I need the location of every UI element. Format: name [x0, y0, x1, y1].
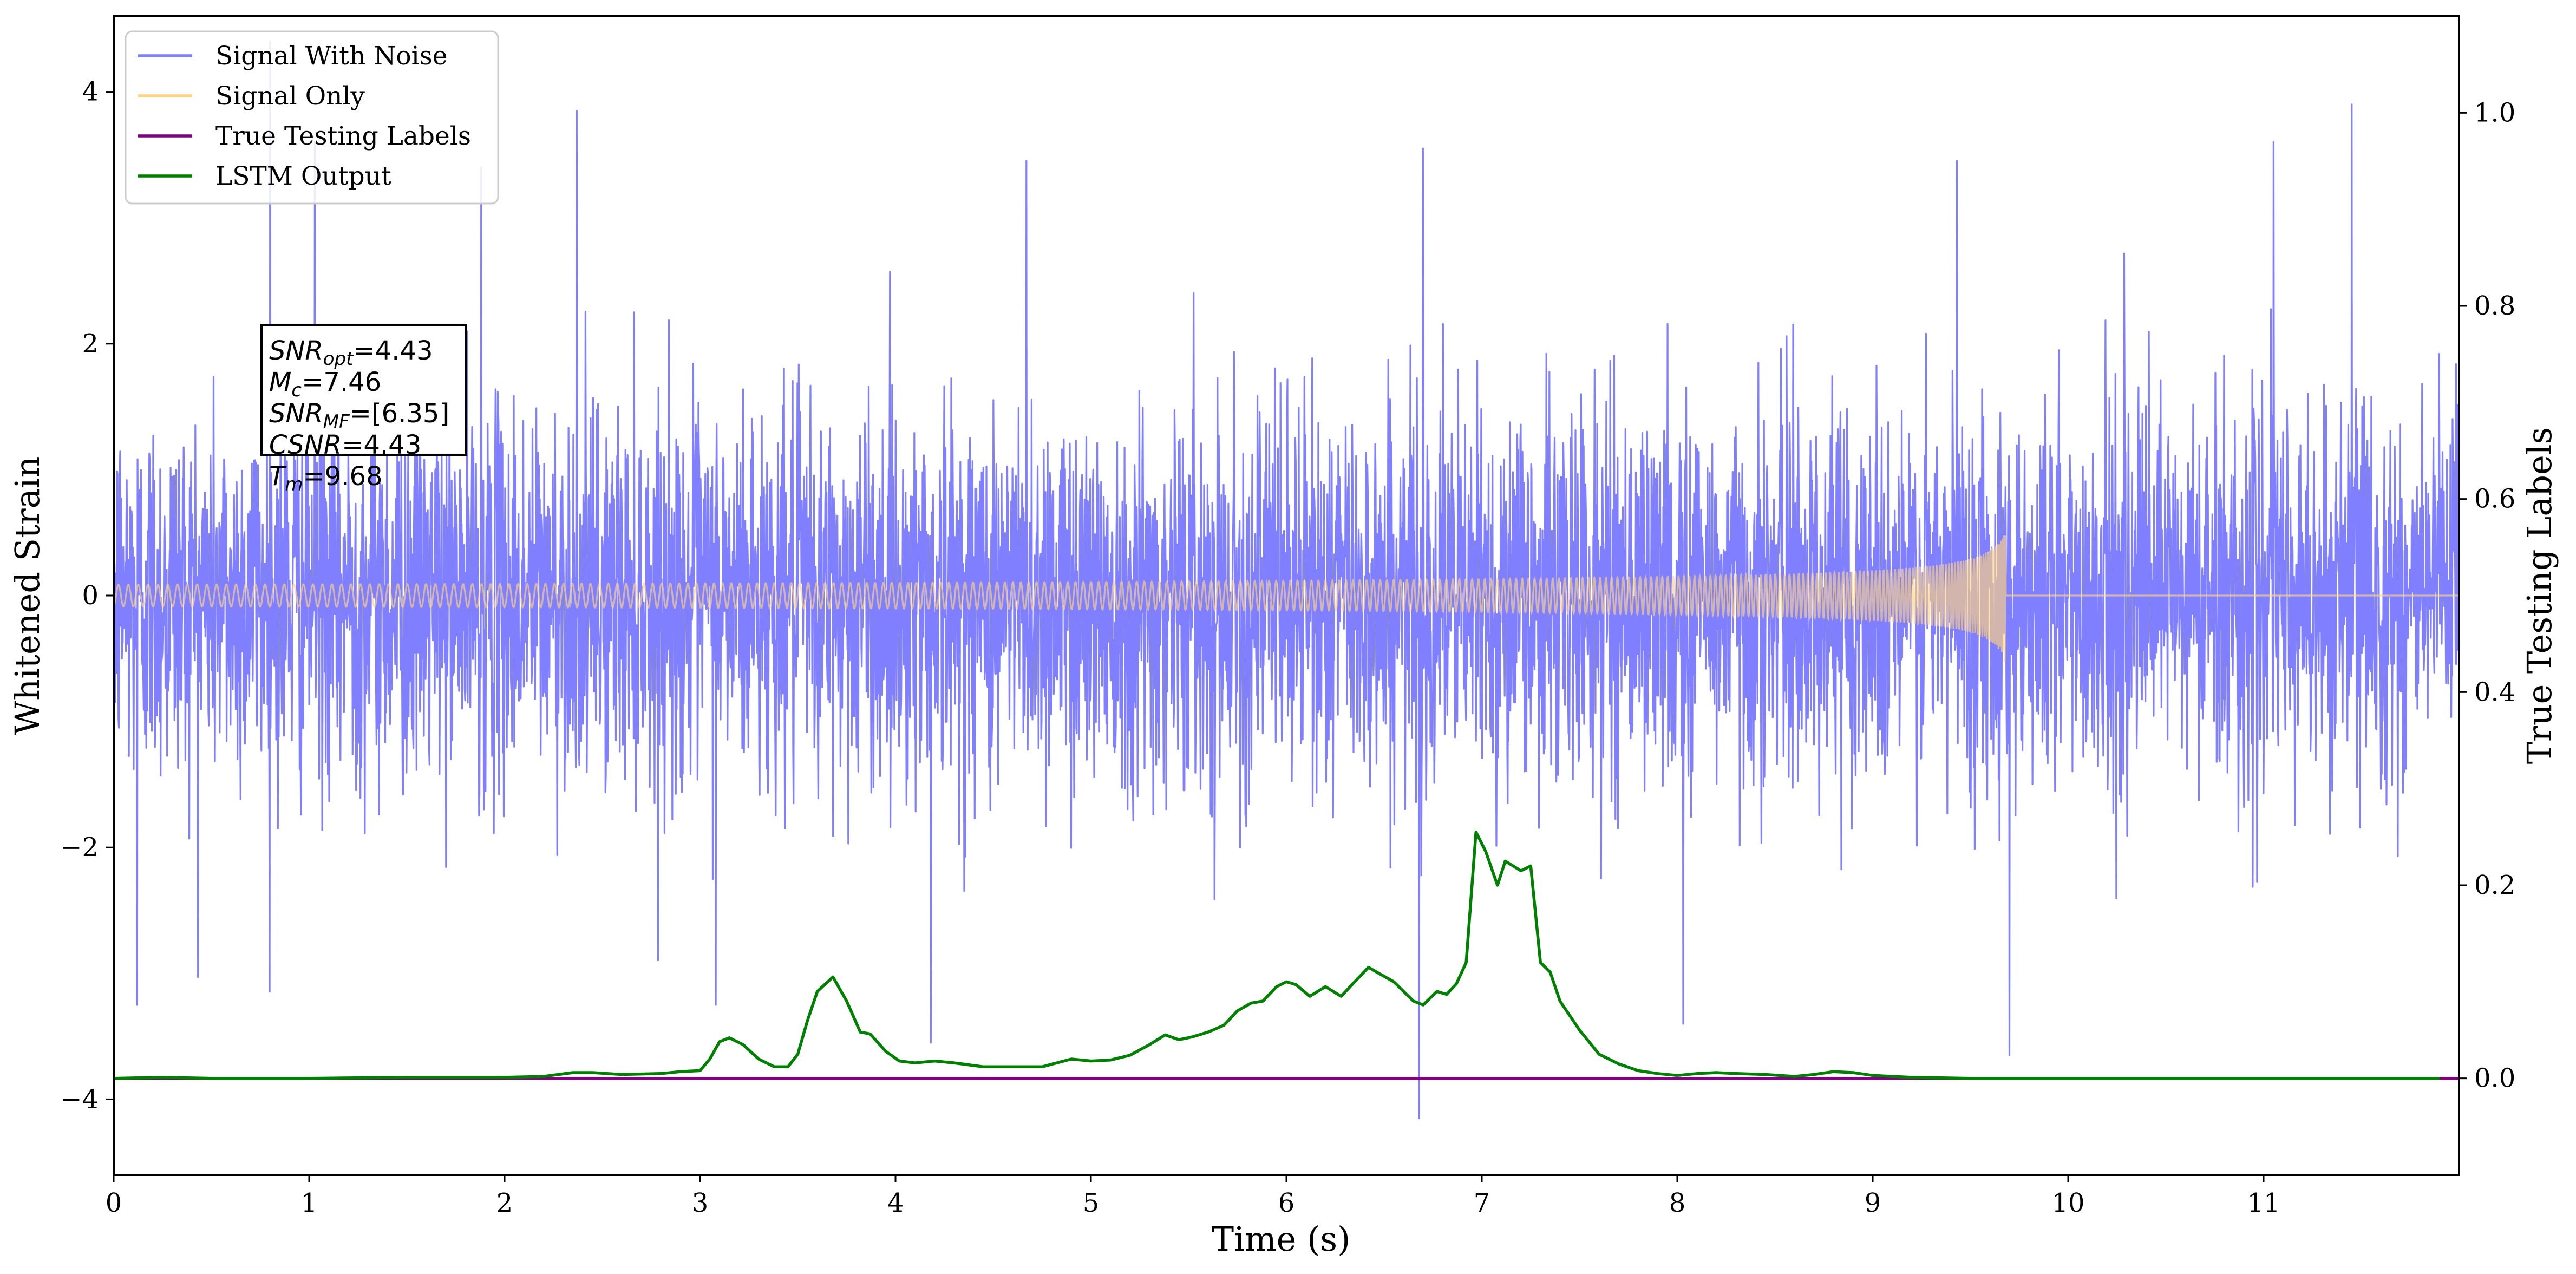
y-right-tick-label: 0.8 [2474, 291, 2515, 321]
series-line-signal-with-noise [114, 40, 2459, 1119]
y-axis-right-title: True Testing Labels [2520, 427, 2559, 765]
series-layer [114, 40, 2459, 1119]
annotation-line: Tm=9.68 [269, 461, 383, 495]
x-tick-label: 0 [106, 1188, 122, 1218]
x-tick-label: 2 [496, 1188, 513, 1218]
x-tick-label: 3 [692, 1188, 709, 1218]
y-right-tick-label: 1.0 [2474, 97, 2515, 128]
x-tick-label: 8 [1669, 1188, 1686, 1218]
legend-label: Signal With Noise [215, 41, 448, 71]
annotation-line: SNRopt=4.43 [269, 336, 433, 370]
x-tick-label: 9 [1865, 1188, 1881, 1218]
x-axis-title: Time (s) [1212, 1219, 1351, 1259]
annotation-line: CSNR=4.43 [269, 430, 421, 460]
y-left-tick-label: 2 [82, 329, 99, 359]
series-line-signal-only [114, 535, 2459, 662]
y-left-tick-label: −4 [60, 1084, 99, 1114]
x-tick-label: 7 [1474, 1188, 1490, 1218]
x-tick-label: 4 [887, 1188, 904, 1218]
x-tick-label: 5 [1083, 1188, 1100, 1218]
x-tick-label: 10 [2051, 1188, 2084, 1218]
y-axis-left-title: Whitened Strain [8, 456, 47, 735]
y-right-tick-label: 0.6 [2474, 484, 2515, 514]
x-axis: 0 1 2 3 4 5 6 7 8 9 10 11 [106, 1175, 2280, 1218]
y-left-tick-label: 0 [82, 580, 99, 611]
legend-label: LSTM Output [215, 161, 391, 191]
annotation-frame [260, 324, 467, 456]
annotation-line: SNRMF=[6.35] [269, 398, 449, 433]
y-left-tick-label: −2 [60, 832, 99, 863]
y-left-tick-label: 4 [82, 77, 99, 107]
y-right-tick-label: 0.2 [2474, 870, 2515, 900]
legend-label: True Testing Labels [215, 121, 471, 151]
legend: Signal With Noise Signal Only True Testing… [125, 30, 499, 205]
x-tick-label: 6 [1278, 1188, 1295, 1218]
annotation-line: Mc=7.46 [269, 367, 381, 401]
y-axis-left: −4 −2 0 2 4 [60, 77, 114, 1114]
series-line-lstm-output [114, 831, 2440, 1080]
y-axis-right: 0.0 0.2 0.4 0.6 0.8 1.0 [2459, 97, 2515, 1094]
legend-frame [125, 30, 499, 205]
x-tick-label: 11 [2247, 1188, 2280, 1218]
legend-label: Signal Only [215, 81, 365, 111]
y-right-tick-label: 0.0 [2474, 1063, 2515, 1094]
annotation-box: SNRopt=4.43Mc=7.46SNRMF=[6.35]CSNR=4.43T… [260, 324, 467, 495]
x-tick-label: 1 [301, 1188, 318, 1218]
y-right-tick-label: 0.4 [2474, 677, 2515, 707]
